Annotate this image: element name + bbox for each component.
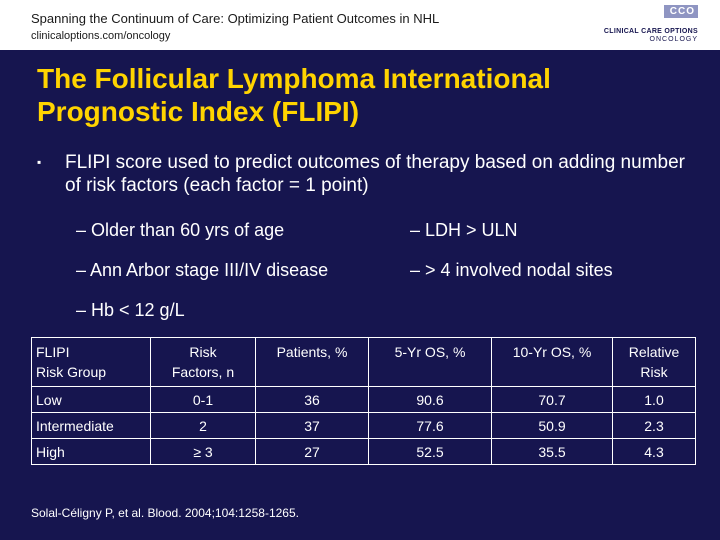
header-bar: Spanning the Continuum of Care: Optimizi… [0,0,720,50]
cco-logo: CCO CLINICAL CARE OPTIONS ONCOLOGY [592,5,698,45]
table-row: Intermediate 2 37 77.6 50.9 2.3 [31,412,696,439]
header-10yr-os: 10-Yr OS, % [491,337,613,387]
table-cell: 2.3 [612,412,696,439]
table-row: Low 0-1 36 90.6 70.7 1.0 [31,386,696,413]
header-line: FLIPI [36,344,70,360]
main-bullet-text: FLIPI score used to predict outcomes of … [65,152,685,196]
header-5yr-os: 5-Yr OS, % [368,337,492,387]
table-cell: 70.7 [491,386,613,413]
header-line: Risk [189,344,217,360]
header-line: Risk Group [36,364,107,380]
table-cell: 36 [255,386,369,413]
logo-box-text: CCO [669,6,695,17]
risk-factor-nodal: – > 4 involved nodal sites [410,260,613,280]
header-patients: Patients, % [255,337,369,387]
table-cell: 4.3 [612,438,696,465]
table-cell: High [31,438,151,465]
header-line: 5-Yr OS, % [394,344,466,360]
main-bullet: ▪ FLIPI score used to predict outcomes o… [37,151,697,197]
table-cell: 35.5 [491,438,613,465]
table-cell: 2 [150,412,256,439]
header-line: Factors, n [171,364,235,380]
header-line: 10-Yr OS, % [512,344,592,360]
table-cell: ≥ 3 [150,438,256,465]
table-cell: Intermediate [31,412,151,439]
header-line: Risk [640,364,668,380]
table-cell: 90.6 [368,386,492,413]
table-cell: 1.0 [612,386,696,413]
header-url: clinicaloptions.com/oncology [31,30,171,42]
table-header-row: FLIPI Risk Group Risk Factors, n Patient… [31,337,696,387]
logo-line1: CLINICAL CARE OPTIONS [603,28,698,35]
risk-factor-hb: – Hb < 12 g/L [76,300,185,320]
citation-footnote: Solal-Céligny P, et al. Blood. 2004;104:… [31,506,299,520]
logo-line2: ONCOLOGY [649,36,698,43]
table-cell: 50.9 [491,412,613,439]
risk-factor-ldh: – LDH > ULN [410,220,518,240]
table-cell: 77.6 [368,412,492,439]
table-cell: 27 [255,438,369,465]
table-cell: Low [31,386,151,413]
square-bullet-icon: ▪ [37,155,42,169]
header-risk-group: FLIPI Risk Group [31,337,151,387]
header-line: Patients, % [276,344,348,360]
table-cell: 52.5 [368,438,492,465]
table-cell: 0-1 [150,386,256,413]
header-line: Relative [628,344,680,360]
risk-factor-stage: – Ann Arbor stage III/IV disease [76,260,329,280]
flipi-table: FLIPI Risk Group Risk Factors, n Patient… [31,337,696,465]
table-cell: 37 [255,412,369,439]
header-relative-risk: Relative Risk [612,337,696,387]
header-risk-factors: Risk Factors, n [150,337,256,387]
logo-box: CCO [664,5,698,18]
header-title: Spanning the Continuum of Care: Optimizi… [31,11,440,26]
slide-title: The Follicular Lymphoma International Pr… [37,63,551,127]
risk-factor-age: – Older than 60 yrs of age [76,220,285,240]
table-row: High ≥ 3 27 52.5 35.5 4.3 [31,438,696,465]
